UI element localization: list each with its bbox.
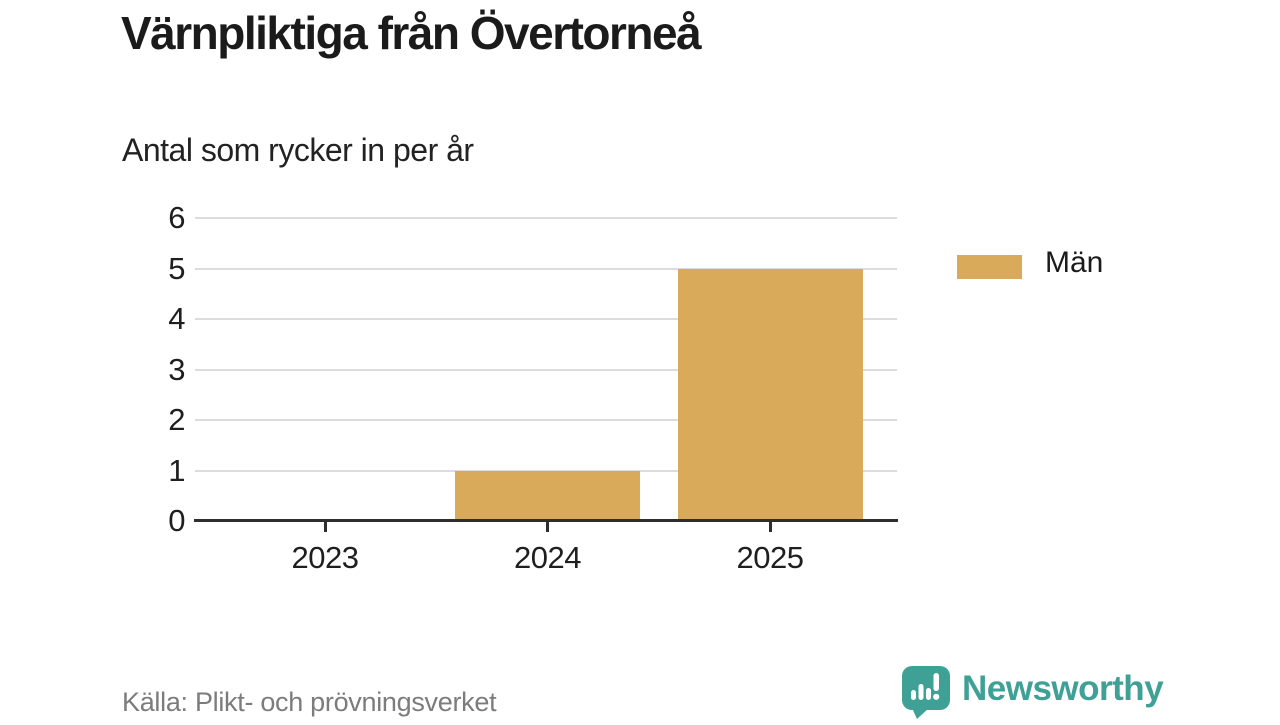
plot-area [195,217,897,521]
y-tick-label-4: 4 [168,301,185,336]
y-tick-label-6: 6 [168,200,185,235]
chart-subtitle: Antal som rycker in per år [122,132,474,168]
gridline-y2 [195,419,897,421]
gridline-y4 [195,318,897,320]
y-tick-label-2: 2 [168,402,185,437]
legend-swatch-man [957,254,1022,279]
legend-label-man: Män [1045,246,1104,279]
x-tick-2024 [546,522,549,532]
bar-2024 [455,470,640,521]
y-tick-label-0: 0 [168,503,185,538]
bar-2025 [677,268,863,521]
y-tick-label-3: 3 [168,351,185,387]
y-tick-label-1: 1 [168,452,185,488]
x-axis-line [194,519,898,522]
x-tick-label-2023: 2023 [291,540,359,575]
y-tick-label-5: 5 [168,250,185,286]
x-tick-2025 [768,522,772,532]
source-note: Källa: Plikt- och prövningsverket [122,687,497,717]
legend: Män [957,246,1103,280]
x-tick-2023 [323,522,327,532]
gridline-y5 [195,267,897,270]
newsworthy-wordmark: Newsworthy [962,669,1164,708]
brand-footer: Newsworthy [899,664,1164,725]
x-tick-label-2024: 2024 [514,540,581,575]
gridline-y3 [195,368,897,371]
newsworthy-logo-icon [899,664,953,725]
chart-title: Värnpliktiga från Övertorneå [121,7,702,59]
gridline-y6 [195,217,897,219]
x-tick-label-2025: 2025 [736,540,804,575]
